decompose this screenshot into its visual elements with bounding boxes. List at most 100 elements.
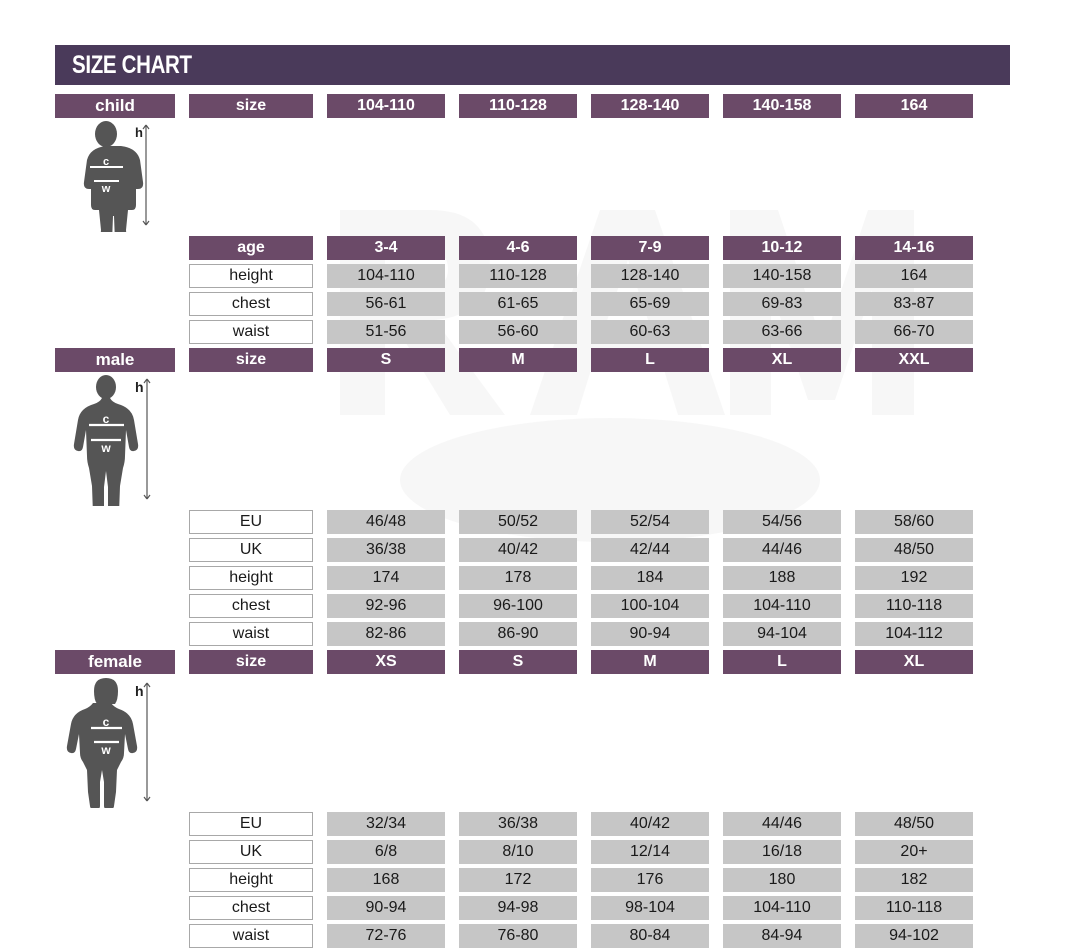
cell-female-UK-1: 8/10 — [459, 840, 577, 864]
cell-male-EU-4: 58/60 — [855, 510, 973, 534]
row-label-male-waist: waist — [189, 622, 313, 646]
header-cell-child-size-3: 140-158 — [723, 94, 841, 118]
cell-female-waist-0: 72-76 — [327, 924, 445, 948]
cell-child-waist-4: 66-70 — [855, 320, 973, 344]
row-spacer — [55, 948, 973, 952]
header-cell-female-size-0: XS — [327, 650, 445, 674]
cell-female-UK-4: 20+ — [855, 840, 973, 864]
cell-male-EU-2: 52/54 — [591, 510, 709, 534]
row-label-male-height: height — [189, 566, 313, 590]
cell-male-EU-1: 50/52 — [459, 510, 577, 534]
header-cell-child-size-2: 128-140 — [591, 94, 709, 118]
cell-child-height-2: 128-140 — [591, 264, 709, 288]
cell-child-height-0: 104-110 — [327, 264, 445, 288]
female-figure: c w h — [55, 674, 175, 808]
cell-female-UK-3: 16/18 — [723, 840, 841, 864]
cell-female-chest-2: 98-104 — [591, 896, 709, 920]
row-label-female-height: height — [189, 868, 313, 892]
header-cell-child-age-1: 4-6 — [459, 236, 577, 260]
cell-child-waist-0: 51-56 — [327, 320, 445, 344]
svg-text:w: w — [100, 441, 111, 455]
cell-child-height-1: 110-128 — [459, 264, 577, 288]
cell-male-chest-2: 100-104 — [591, 594, 709, 618]
header-cell-male-size-2: L — [591, 348, 709, 372]
row-header-child-size: size — [189, 94, 313, 118]
svg-text:h: h — [135, 683, 144, 699]
cell-male-chest-3: 104-110 — [723, 594, 841, 618]
cell-female-EU-1: 36/38 — [459, 812, 577, 836]
cell-male-chest-4: 110-118 — [855, 594, 973, 618]
cell-male-UK-2: 42/44 — [591, 538, 709, 562]
cell-female-EU-3: 44/46 — [723, 812, 841, 836]
row-label-female-UK: UK — [189, 840, 313, 864]
cell-female-height-1: 172 — [459, 868, 577, 892]
cell-male-chest-0: 92-96 — [327, 594, 445, 618]
cell-child-chest-1: 61-65 — [459, 292, 577, 316]
cell-child-height-3: 140-158 — [723, 264, 841, 288]
row-header-male-size: size — [189, 348, 313, 372]
header-cell-female-size-3: L — [723, 650, 841, 674]
header-cell-child-size-0: 104-110 — [327, 94, 445, 118]
row-label-child-height: height — [189, 264, 313, 288]
section-label-female: female — [55, 650, 175, 674]
cell-male-waist-1: 86-90 — [459, 622, 577, 646]
cell-male-UK-3: 44/46 — [723, 538, 841, 562]
cell-male-waist-0: 82-86 — [327, 622, 445, 646]
child-figure: c w h — [55, 118, 175, 232]
cell-male-height-1: 178 — [459, 566, 577, 590]
cell-child-waist-2: 60-63 — [591, 320, 709, 344]
size-table: child size 104-110 110-128 128-140 140-158 164… — [55, 94, 1010, 952]
header-cell-child-size-1: 110-128 — [459, 94, 577, 118]
row-label-child-waist: waist — [189, 320, 313, 344]
section-label-male: male — [55, 348, 175, 372]
svg-text:c: c — [103, 156, 109, 168]
cell-female-chest-1: 94-98 — [459, 896, 577, 920]
row-label-female-chest: chest — [189, 896, 313, 920]
header-cell-child-age-0: 3-4 — [327, 236, 445, 260]
cell-male-height-0: 174 — [327, 566, 445, 590]
cell-child-chest-2: 65-69 — [591, 292, 709, 316]
cell-child-chest-4: 83-87 — [855, 292, 973, 316]
header-cell-male-size-4: XXL — [855, 348, 973, 372]
cell-male-EU-3: 54/56 — [723, 510, 841, 534]
chart-title-bar: SIZE CHART — [55, 45, 1010, 85]
row-label-male-chest: chest — [189, 594, 313, 618]
cell-male-waist-3: 94-104 — [723, 622, 841, 646]
header-cell-child-size-4: 164 — [855, 94, 973, 118]
row-label-female-EU: EU — [189, 812, 313, 836]
cell-female-UK-0: 6/8 — [327, 840, 445, 864]
row-label-male-UK: UK — [189, 538, 313, 562]
header-cell-female-size-4: XL — [855, 650, 973, 674]
cell-male-chest-1: 96-100 — [459, 594, 577, 618]
header-cell-female-size-2: M — [591, 650, 709, 674]
cell-male-UK-0: 36/38 — [327, 538, 445, 562]
cell-male-height-3: 188 — [723, 566, 841, 590]
cell-male-waist-2: 90-94 — [591, 622, 709, 646]
cell-male-UK-1: 40/42 — [459, 538, 577, 562]
cell-female-UK-2: 12/14 — [591, 840, 709, 864]
svg-text:w: w — [101, 183, 111, 195]
svg-text:h: h — [135, 125, 143, 140]
cell-female-height-3: 180 — [723, 868, 841, 892]
cell-female-chest-0: 90-94 — [327, 896, 445, 920]
cell-female-chest-3: 104-110 — [723, 896, 841, 920]
cell-female-height-2: 176 — [591, 868, 709, 892]
cell-child-waist-1: 56-60 — [459, 320, 577, 344]
row-label-female-waist: waist — [189, 924, 313, 948]
cell-female-chest-4: 110-118 — [855, 896, 973, 920]
header-cell-child-age-2: 7-9 — [591, 236, 709, 260]
male-figure: c w h — [55, 372, 175, 506]
cell-female-height-0: 168 — [327, 868, 445, 892]
svg-text:c: c — [103, 715, 110, 729]
page-title: SIZE CHART — [72, 50, 192, 79]
cell-female-height-4: 182 — [855, 868, 973, 892]
cell-child-chest-3: 69-83 — [723, 292, 841, 316]
cell-child-height-4: 164 — [855, 264, 973, 288]
row-header-child-age: age — [189, 236, 313, 260]
svg-text:c: c — [103, 412, 110, 426]
header-cell-male-size-0: S — [327, 348, 445, 372]
section-label-child: child — [55, 94, 175, 118]
cell-male-height-2: 184 — [591, 566, 709, 590]
header-cell-female-size-1: S — [459, 650, 577, 674]
cell-female-waist-3: 84-94 — [723, 924, 841, 948]
